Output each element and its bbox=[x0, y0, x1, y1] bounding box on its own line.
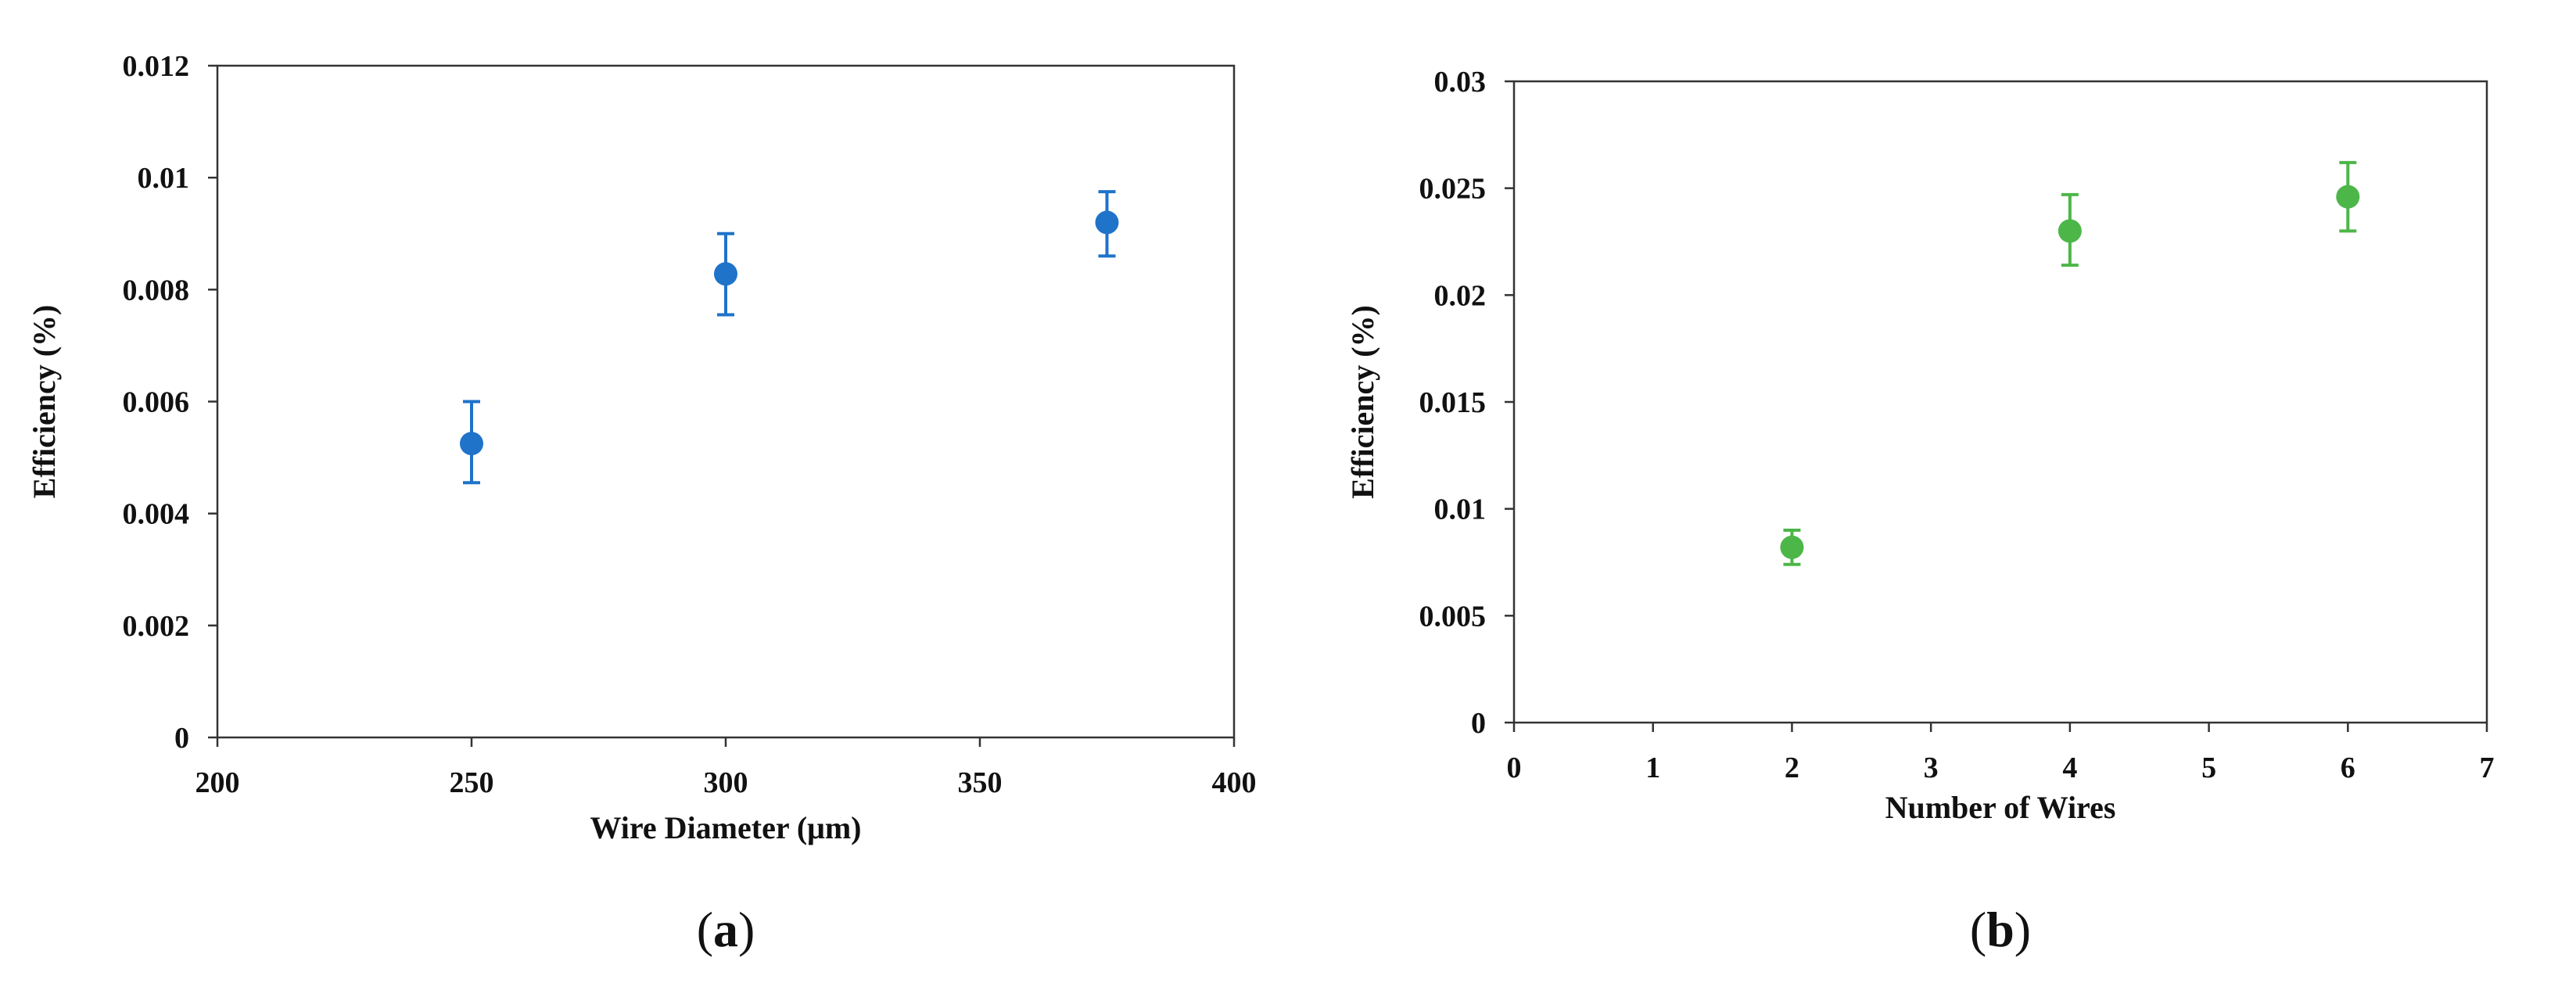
x-tick-label: 2 bbox=[1785, 752, 1799, 784]
plot-frame bbox=[1512, 80, 2488, 724]
y-tick-label: 0.005 bbox=[1419, 600, 1487, 633]
x-axis-label: Number of Wires bbox=[1885, 790, 2116, 825]
y-tick-label: 0 bbox=[174, 722, 189, 755]
x-axis-label: Wire Diameter (μm) bbox=[590, 810, 862, 845]
caption-letter: b bbox=[1986, 902, 2015, 957]
plot-frame bbox=[216, 64, 1236, 739]
x-tick-label: 250 bbox=[450, 766, 494, 799]
panel-caption: (a) bbox=[697, 902, 755, 957]
y-tick-label: 0 bbox=[1471, 707, 1486, 740]
x-tick-label: 350 bbox=[958, 766, 1003, 799]
y-tick-label: 0.025 bbox=[1419, 173, 1487, 206]
y-tick-label: 0.004 bbox=[123, 498, 190, 531]
x-tick-label: 0 bbox=[1507, 752, 1522, 784]
x-tick-label: 400 bbox=[1212, 766, 1257, 799]
x-tick-label: 300 bbox=[704, 766, 748, 799]
data-point bbox=[460, 432, 483, 456]
y-axis-label: Efficiency (%) bbox=[1345, 305, 1380, 499]
chart-b: 0 1 2 3 4 5 6 7 0 0.005 0.01 0.015 0.02 0.025 0.03 Numb… bbox=[1345, 66, 2495, 957]
y-tick-label: 0.03 bbox=[1434, 66, 1487, 99]
x-tick-label: 3 bbox=[1924, 752, 1939, 784]
caption-paren-open: ( bbox=[697, 902, 713, 957]
x-tick-label: 7 bbox=[2480, 752, 2495, 784]
y-tick-label: 0.02 bbox=[1434, 279, 1487, 312]
caption-paren-close: ) bbox=[2015, 902, 2031, 957]
y-tick-label: 0.01 bbox=[138, 162, 190, 195]
data-point bbox=[1780, 535, 1804, 559]
chart-a: 200 250 300 350 400 0 0.002 0.004 0.006 0.008 0.01… bbox=[27, 50, 1257, 957]
caption-letter: a bbox=[713, 902, 738, 957]
data-point bbox=[1095, 210, 1119, 235]
x-tick-label: 1 bbox=[1645, 752, 1660, 784]
y-tick-label: 0.008 bbox=[123, 274, 190, 307]
y-tick-label: 0.012 bbox=[123, 50, 190, 83]
panel-caption: (b) bbox=[1970, 902, 2031, 957]
x-tick-label: 5 bbox=[2201, 752, 2216, 784]
data-point bbox=[714, 262, 737, 286]
data-point bbox=[2336, 185, 2360, 209]
y-tick-label: 0.015 bbox=[1419, 386, 1487, 419]
y-tick-label: 0.002 bbox=[123, 610, 190, 643]
caption-paren-close: ) bbox=[738, 902, 755, 957]
x-tick-label: 6 bbox=[2341, 752, 2355, 784]
x-tick-label: 200 bbox=[196, 766, 240, 799]
y-tick-label: 0.01 bbox=[1434, 493, 1487, 526]
y-tick-label: 0.006 bbox=[123, 386, 190, 419]
caption-paren-open: ( bbox=[1970, 902, 1986, 957]
y-axis-label: Efficiency (%) bbox=[27, 305, 62, 499]
x-tick-label: 4 bbox=[2062, 752, 2077, 784]
data-point bbox=[2058, 219, 2082, 243]
